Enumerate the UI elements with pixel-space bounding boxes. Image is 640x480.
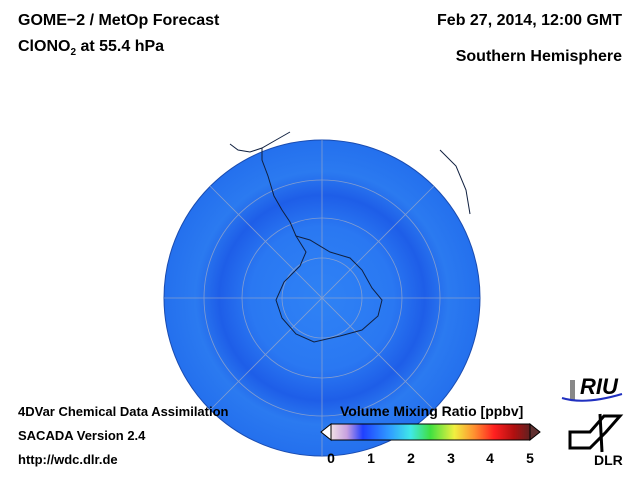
colorbar-tick: 0: [327, 450, 335, 466]
footer-version: SACADA Version 2.4: [18, 428, 146, 443]
species-label: ClONO2 at 55.4 hPa: [18, 38, 164, 58]
region-label: Southern Hemisphere: [455, 48, 622, 65]
riu-logo: [561, 380, 623, 402]
colorbar-gradient: [330, 423, 531, 441]
species-level: at 55.4 hPa: [76, 38, 165, 55]
footer-method: 4DVar Chemical Data Assimilation: [18, 404, 229, 419]
product-title: GOME−2 / MetOp Forecast: [18, 12, 220, 29]
colorbar-tick: 3: [447, 450, 455, 466]
colorbar-under-arrow: [320, 422, 332, 442]
dlr-logo: [568, 413, 624, 453]
dlr-logo-text: DLR: [594, 452, 623, 468]
riu-logo-text: RIU: [580, 374, 618, 399]
colorbar-tick: 2: [407, 450, 415, 466]
colorbar-tick: 4: [486, 450, 494, 466]
species-subscript: 2: [70, 47, 77, 59]
coastlines: [229, 131, 471, 343]
species-name: ClONO: [18, 38, 71, 55]
colorbar-over-arrow: [529, 422, 541, 442]
datetime-label: Feb 27, 2014, 12:00 GMT: [437, 12, 622, 29]
colorbar-tick: 5: [526, 450, 534, 466]
footer-url[interactable]: http://wdc.dlr.de: [18, 452, 118, 467]
graticule: [164, 140, 480, 456]
colorbar-tick: 1: [367, 450, 375, 466]
colorbar-title: Volume Mixing Ratio [ppbv]: [340, 403, 524, 419]
